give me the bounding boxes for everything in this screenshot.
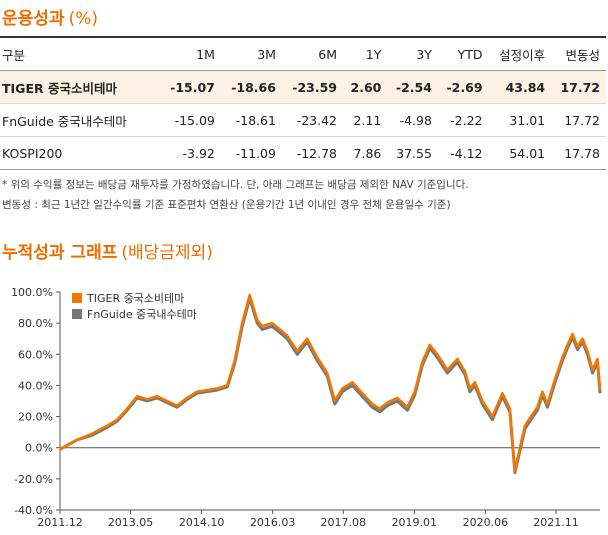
- table-cell: -23.42: [281, 103, 344, 137]
- y-tick-label: -40.0%: [14, 504, 53, 517]
- y-tick-label: 0.0%: [25, 442, 53, 455]
- table-cell: -4.98: [387, 103, 438, 137]
- column-header: 변동성: [565, 47, 600, 63]
- y-tick-label: 100.0%: [11, 286, 53, 299]
- performance-table: 구분 1M 3M 6M 1Y 3Y YTD 설정이후 변동성 TIGER 중국소…: [0, 36, 606, 170]
- legend-swatch: [72, 309, 82, 319]
- table-row: TIGER 중국소비테마 -15.07 -18.66 -23.59 2.60 -…: [0, 70, 606, 104]
- table-row: FnGuide 중국내수테마 -15.09 -18.61 -23.42 2.11…: [0, 103, 606, 137]
- column-header: 설정이후: [499, 47, 546, 63]
- chart-title: 누적성과 그래프 (배당금제외): [2, 243, 213, 263]
- performance-title: 운용성과 (%): [2, 9, 98, 29]
- column-header: 구분: [2, 47, 26, 63]
- x-tick-label: 2014.10: [179, 516, 225, 529]
- table-cell: -18.61: [220, 103, 282, 137]
- x-tick-label: 2020.06: [463, 516, 509, 529]
- fund-name: KOSPI200: [0, 136, 160, 170]
- column-header: 3M: [257, 46, 276, 62]
- column-header: 1M: [196, 46, 215, 62]
- table-cell: -11.09: [220, 136, 282, 170]
- column-header: 6M: [318, 46, 338, 62]
- fund-name: FnGuide 중국내수테마: [0, 103, 160, 137]
- table-cell: -12.78: [281, 136, 344, 170]
- table-cell: -2.69: [437, 70, 489, 104]
- x-tick-label: 2016.03: [250, 516, 296, 529]
- legend-swatch: [72, 293, 82, 303]
- table-cell: 17.72: [551, 103, 606, 137]
- table-cell: -15.07: [159, 70, 221, 104]
- column-header: 1Y: [365, 46, 382, 62]
- x-tick-label: 2019.01: [392, 516, 438, 529]
- table-cell: -18.66: [220, 70, 282, 104]
- cumulative-performance-chart: -40.0% -20.0% 0.0% 20.0% 40.0% 60.0% 80.0% 100.…: [11, 286, 602, 529]
- table-cell: 7.86: [343, 136, 388, 170]
- fund-name: TIGER 중국소비테마: [0, 70, 160, 104]
- legend-label: FnGuide 중국내수테마: [87, 308, 197, 321]
- y-tick-label: 60.0%: [18, 348, 53, 361]
- legend-label: TIGER 중국소비테마: [86, 292, 184, 305]
- y-tick-label: 40.0%: [18, 379, 53, 392]
- series-line-tiger: [59, 293, 602, 473]
- table-cell: -2.54: [387, 70, 438, 104]
- y-tick-label: 20.0%: [18, 411, 53, 424]
- x-tick-label: 2021.11: [533, 516, 579, 529]
- table-header-row: 구분 1M 3M 6M 1Y 3Y YTD 설정이후 변동성: [0, 37, 606, 71]
- table-cell: -4.12: [437, 136, 489, 170]
- table-cell: 43.84: [488, 70, 552, 104]
- table-cell: 54.01: [488, 136, 552, 170]
- table-cell: 2.60: [343, 70, 388, 104]
- table-cell: -23.59: [281, 70, 344, 104]
- x-tick-label: 2011.12: [37, 516, 83, 529]
- table-cell: 17.72: [551, 70, 606, 104]
- table-cell: 37.55: [387, 136, 438, 170]
- footnote-return: * 위의 수익률 정보는 배당금 재투자를 가정하였습니다. 단, 아래 그래프…: [2, 179, 469, 191]
- table-row: KOSPI200 -3.92 -11.09 -12.78 7.86 37.55 …: [0, 136, 606, 170]
- table-cell: -15.09: [159, 103, 221, 137]
- table-cell: -3.92: [159, 136, 221, 170]
- y-tick-label: 80.0%: [18, 317, 53, 330]
- table-cell: 31.01: [488, 103, 552, 137]
- table-cell: -2.22: [437, 103, 489, 137]
- table-cell: 2.11: [343, 103, 388, 137]
- x-tick-label: 2017.08: [321, 516, 367, 529]
- footnote-volatility: 변동성 : 최근 1년간 일간수익률 기준 표준편차 연환산 (운용기간 1년 …: [2, 199, 451, 211]
- column-header: YTD: [457, 46, 483, 62]
- column-header: 3Y: [416, 46, 432, 62]
- y-tick-label: -20.0%: [14, 473, 53, 486]
- x-tick-label: 2013.05: [108, 516, 154, 529]
- table-cell: 17.78: [551, 136, 606, 170]
